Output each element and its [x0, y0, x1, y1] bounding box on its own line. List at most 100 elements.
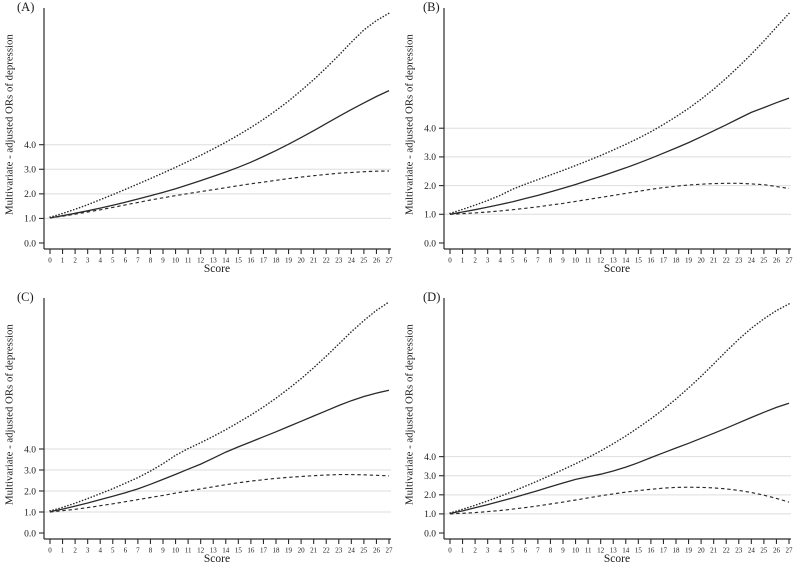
- x-tick-label: 2: [473, 547, 477, 555]
- x-tick-label: 23: [735, 547, 743, 555]
- series-dashed-line: [49, 474, 390, 513]
- panel-letter-B: (B): [423, 0, 440, 14]
- y-tick-label: 2.0: [424, 491, 436, 501]
- x-tick-label: 26: [773, 257, 781, 265]
- x-tick-label: 6: [124, 257, 128, 265]
- x-tick-label: 20: [698, 547, 706, 555]
- x-tick-label: 27: [386, 257, 394, 265]
- x-tick-label: 21: [310, 547, 318, 555]
- x-tick-label: 4: [498, 257, 502, 265]
- x-tick-label: 8: [149, 547, 153, 555]
- x-tick-label: 1: [461, 257, 465, 265]
- y-tick-label: 3.0: [424, 153, 436, 163]
- x-tick-label: 3: [86, 257, 90, 265]
- x-tick-label: 7: [536, 547, 540, 555]
- x-tick-label: 9: [561, 257, 565, 265]
- x-tick-label: 19: [685, 547, 693, 555]
- x-tick-label: 16: [647, 547, 655, 555]
- y-tick-label: 4.0: [424, 453, 436, 463]
- x-tick-label: 13: [210, 547, 218, 555]
- x-axis-title: Score: [603, 553, 631, 565]
- y-tick-label: 1.0: [24, 508, 36, 518]
- x-tick-label: 2: [73, 547, 77, 555]
- x-tick-label: 3: [486, 547, 490, 555]
- series-dotted-line: [49, 12, 390, 218]
- y-tick-label: 4.0: [424, 125, 436, 135]
- x-tick-label: 24: [348, 257, 356, 265]
- x-tick-label: 1: [461, 547, 465, 555]
- panel-letter-C: (C): [17, 290, 34, 304]
- x-tick-label: 13: [610, 257, 618, 265]
- x-tick-label: 14: [222, 547, 230, 555]
- plot-area-D: 0.01.02.03.04.00 1 2 3 4 5 6 7 8 9 10 11 12 13 14 15 16 1…: [424, 298, 793, 555]
- x-tick-label: 24: [348, 547, 356, 555]
- panel-B: (B) Multivariate - adjusted ORs of depre…: [400, 0, 800, 290]
- x-axis-title: Score: [203, 263, 231, 275]
- series-solid-line: [49, 90, 390, 219]
- y-tick-label: 1.0: [424, 510, 436, 520]
- x-tick-label: 25: [360, 257, 368, 265]
- x-tick-label: 8: [549, 257, 553, 265]
- panel-A: (A) Multivariate - adjusted ORs of depre…: [0, 0, 400, 290]
- x-tick-label: 2: [473, 257, 477, 265]
- x-tick-label: 17: [260, 257, 268, 265]
- x-tick-label: 24: [748, 547, 756, 555]
- x-tick-label: 25: [760, 257, 768, 265]
- x-tick-label: 22: [723, 257, 731, 265]
- x-tick-label: 14: [622, 547, 630, 555]
- series-solid-line: [449, 97, 790, 215]
- x-tick-label: 13: [610, 547, 618, 555]
- x-tick-label: 22: [723, 547, 731, 555]
- y-tick-label: 0.0: [24, 239, 36, 249]
- plot-area-B: 0.01.02.03.04.00 1 2 3 4 5 6 7 8 9 10 11 12 13 14 15 16 1…: [424, 8, 793, 265]
- y-tick-label: 1.0: [24, 215, 36, 225]
- x-tick-label: 4: [498, 547, 502, 555]
- x-tick-label: 21: [310, 257, 318, 265]
- panel-letter-A: (A): [17, 0, 35, 14]
- x-tick-label: 0: [448, 257, 452, 265]
- x-tick-label: 25: [760, 547, 768, 555]
- x-tick-label: 5: [111, 257, 115, 265]
- x-tick-label: 1: [61, 257, 65, 265]
- x-tick-label: 18: [273, 257, 281, 265]
- x-tick-label: 11: [585, 257, 592, 265]
- y-tick-label: 4.0: [24, 141, 36, 151]
- x-tick-label: 18: [273, 547, 281, 555]
- x-tick-label: 4: [98, 257, 102, 265]
- x-tick-label: 19: [685, 257, 693, 265]
- panel-D: (D) Multivariate - adjusted ORs of depre…: [400, 290, 800, 580]
- y-tick-label: 4.0: [24, 445, 36, 455]
- x-tick-label: 11: [585, 547, 592, 555]
- x-tick-label: 20: [298, 257, 306, 265]
- x-tick-label: 21: [710, 257, 718, 265]
- x-tick-label: 11: [185, 257, 192, 265]
- x-tick-label: 6: [524, 547, 528, 555]
- y-tick-label: 0.0: [424, 239, 436, 249]
- x-tick-label: 23: [335, 257, 343, 265]
- x-tick-label: 20: [298, 547, 306, 555]
- x-tick-label: 5: [511, 257, 515, 265]
- x-tick-label: 15: [635, 257, 643, 265]
- x-tick-label: 20: [698, 257, 706, 265]
- x-tick-label: 9: [561, 547, 565, 555]
- x-tick-label: 4: [98, 547, 102, 555]
- x-tick-label: 7: [136, 547, 140, 555]
- x-tick-label: 12: [597, 257, 605, 265]
- y-tick-label: 3.0: [424, 472, 436, 482]
- x-tick-label: 2: [73, 257, 77, 265]
- x-tick-label: 16: [247, 547, 255, 555]
- x-tick-label: 15: [635, 547, 643, 555]
- x-tick-label: 0: [48, 257, 52, 265]
- y-tick-label: 3.0: [24, 466, 36, 476]
- x-tick-label: 10: [172, 257, 180, 265]
- x-tick-label: 26: [773, 547, 781, 555]
- x-tick-label: 7: [136, 257, 140, 265]
- y-tick-label: 1.0: [424, 211, 436, 221]
- x-tick-label: 22: [323, 547, 331, 555]
- panel-letter-D: (D): [423, 290, 441, 304]
- x-tick-label: 3: [486, 257, 490, 265]
- x-tick-label: 15: [235, 547, 243, 555]
- x-tick-label: 17: [660, 257, 668, 265]
- series-dotted-line: [49, 301, 390, 512]
